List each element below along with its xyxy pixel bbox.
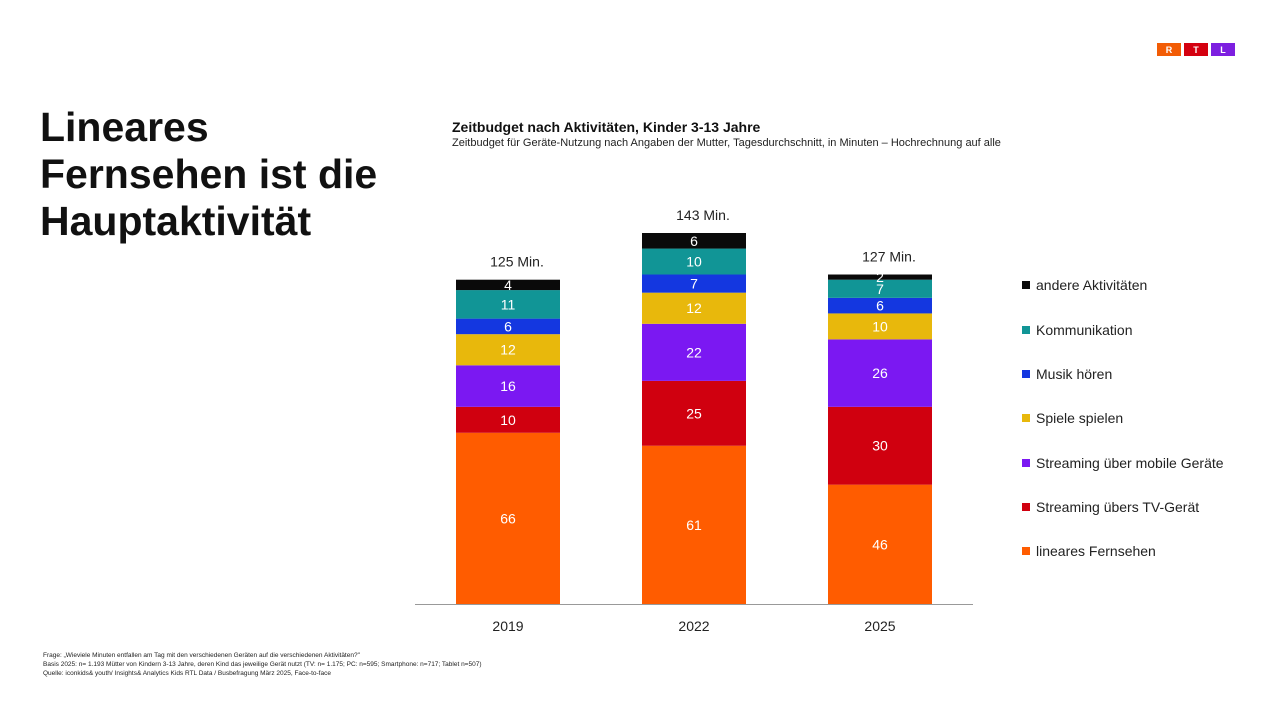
bar-segment-2022-3 xyxy=(642,292,746,324)
bar-segment-2022-5 xyxy=(642,248,746,275)
legend-item: Streaming übers TV-Gerät xyxy=(1022,498,1236,517)
bar-value-label: 2 xyxy=(876,269,884,285)
legend-label: Kommunikation xyxy=(1036,322,1133,338)
bar-value-label: 4 xyxy=(504,277,512,293)
bar-value-label: 16 xyxy=(500,378,516,394)
logo-letter-t: T xyxy=(1184,43,1208,56)
bar-value-label: 11 xyxy=(501,296,516,312)
bar-value-label: 12 xyxy=(686,300,702,316)
bar-segment-2019-3 xyxy=(456,334,560,366)
bar-segment-2025-0 xyxy=(828,484,932,604)
legend-swatch xyxy=(1022,370,1030,378)
bar-value-label: 22 xyxy=(686,344,702,360)
bar-segment-2019-6 xyxy=(456,279,560,291)
bar-segment-2025-2 xyxy=(828,339,932,407)
bar-value-label: 6 xyxy=(876,298,884,314)
legend-label: andere Aktivitäten xyxy=(1036,277,1148,293)
bar-segment-2022-4 xyxy=(642,274,746,293)
bar-value-label: 30 xyxy=(872,438,888,454)
bar-total-label: 143 Min. xyxy=(676,207,730,223)
bar-segment-2019-0 xyxy=(456,432,560,604)
footnote-base: Basis 2025: n= 1.193 Mütter von Kindern … xyxy=(43,661,482,668)
headline-line-3: Hauptaktivität xyxy=(40,198,312,244)
legend-label: lineares Fernsehen xyxy=(1036,543,1156,559)
page-headline: Lineares Fernsehen ist die Hauptaktivitä… xyxy=(40,104,420,245)
bar-segment-2025-5 xyxy=(828,279,932,298)
legend-label: Streaming über mobile Geräte xyxy=(1036,455,1224,471)
bar-segment-2025-6 xyxy=(828,274,932,280)
chart-title: Zeitbudget nach Aktivitäten, Kinder 3-13… xyxy=(452,119,761,135)
bar-value-label: 26 xyxy=(872,365,888,381)
legend-item: Streaming über mobile Geräte xyxy=(1022,454,1236,473)
bar-segment-2019-1 xyxy=(456,406,560,433)
x-tick-label: 2025 xyxy=(864,618,895,634)
bar-segment-2019-5 xyxy=(456,290,560,319)
legend-label: Musik hören xyxy=(1036,366,1113,382)
bar-segment-2022-0 xyxy=(642,445,746,604)
rtl-logo: R T L xyxy=(1157,43,1235,56)
bar-value-label: 25 xyxy=(686,405,702,421)
legend-label: Spiele spielen xyxy=(1036,410,1124,426)
legend-swatch xyxy=(1022,326,1030,334)
bar-value-label: 10 xyxy=(872,318,888,334)
legend-item: andere Aktivitäten xyxy=(1022,276,1236,295)
logo-letter-l: L xyxy=(1211,43,1235,56)
bar-segment-2019-4 xyxy=(456,318,560,335)
footnote-question: Frage: „Wieviele Minuten entfallen am Ta… xyxy=(43,652,360,659)
x-tick-label: 2022 xyxy=(678,618,709,634)
bar-value-label: 10 xyxy=(500,412,516,428)
bar-segment-2025-1 xyxy=(828,406,932,485)
legend-item: lineares Fernsehen xyxy=(1022,542,1236,561)
legend-item: Kommunikation xyxy=(1022,321,1236,340)
legend-swatch xyxy=(1022,547,1030,555)
headline-line-1: Lineares xyxy=(40,104,209,150)
bar-value-label: 61 xyxy=(686,517,702,533)
bar-segment-2022-1 xyxy=(642,380,746,446)
bar-total-label: 125 Min. xyxy=(490,254,544,270)
chart-subtitle: Zeitbudget für Geräte-Nutzung nach Angab… xyxy=(452,137,1001,149)
bar-value-label: 46 xyxy=(872,536,888,552)
legend-swatch xyxy=(1022,281,1030,289)
bar-value-label: 10 xyxy=(686,254,702,270)
bar-value-label: 12 xyxy=(500,342,516,358)
headline-line-2: Fernsehen ist die xyxy=(40,151,378,197)
x-tick-label: 2019 xyxy=(492,618,523,634)
bar-total-label: 127 Min. xyxy=(862,249,916,265)
legend-swatch xyxy=(1022,503,1030,511)
footnote-source: Quelle: iconkids& youth/ Insights& Analy… xyxy=(43,670,331,677)
bar-segment-2025-3 xyxy=(828,313,932,340)
bar-segment-2022-2 xyxy=(642,323,746,381)
bar-value-label: 7 xyxy=(690,276,698,292)
bar-value-label: 6 xyxy=(690,233,698,249)
bar-segment-2025-4 xyxy=(828,297,932,314)
bar-value-label: 7 xyxy=(876,281,884,297)
logo-letter-r: R xyxy=(1157,43,1181,56)
legend-label: Streaming übers TV-Gerät xyxy=(1036,499,1200,515)
bar-value-label: 6 xyxy=(504,318,512,334)
legend-item: Spiele spielen xyxy=(1022,409,1236,428)
legend-swatch xyxy=(1022,459,1030,467)
legend-swatch xyxy=(1022,414,1030,422)
bar-value-label: 66 xyxy=(500,510,516,526)
bar-segment-2019-2 xyxy=(456,365,560,407)
footnotes: Frage: „Wieviele Minuten entfallen am Ta… xyxy=(43,651,482,678)
legend-item: Musik hören xyxy=(1022,365,1236,384)
bar-segment-2022-6 xyxy=(642,233,746,249)
